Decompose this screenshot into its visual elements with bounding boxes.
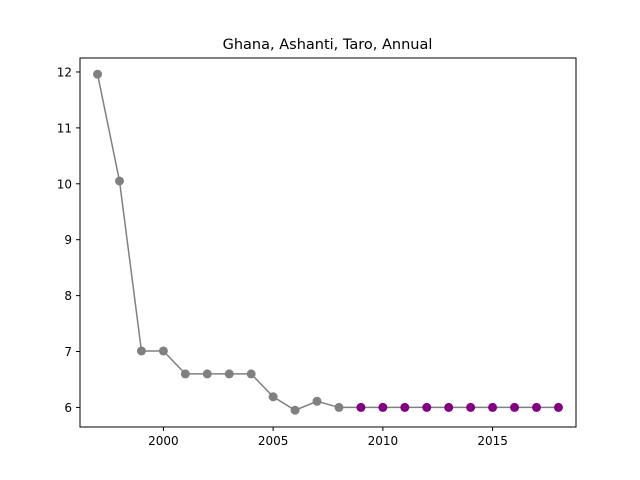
data-point-historical — [202, 369, 212, 379]
y-tick-label: 12 — [57, 65, 72, 79]
x-tick-label: 2000 — [148, 434, 179, 448]
data-point-projected — [356, 402, 366, 412]
data-point-historical — [158, 346, 168, 356]
plot-frame — [79, 57, 577, 428]
data-point-projected — [422, 402, 432, 412]
data-point-projected — [510, 402, 520, 412]
series-line — [96, 74, 559, 412]
y-tick-label: 8 — [64, 289, 72, 303]
x-tick-label: 2015 — [477, 434, 508, 448]
plot-area — [93, 69, 563, 415]
y-tick-label: 9 — [64, 233, 72, 247]
y-tick-label: 10 — [57, 177, 72, 191]
data-point-projected — [488, 402, 498, 412]
data-point-projected — [400, 402, 410, 412]
y-tick-label: 11 — [57, 121, 72, 135]
data-point-historical — [136, 346, 146, 356]
data-point-projected — [444, 402, 454, 412]
y-tick-label: 6 — [64, 401, 72, 415]
data-point-historical — [246, 369, 256, 379]
data-point-historical — [115, 176, 125, 186]
data-point-historical — [93, 69, 103, 79]
x-tick-label: 2005 — [258, 434, 289, 448]
y-tick-label: 7 — [64, 345, 72, 359]
data-point-historical — [290, 405, 300, 415]
data-point-projected — [553, 402, 563, 412]
y-axis: 6 7 8 9 10 11 12 — [57, 65, 80, 415]
data-point-historical — [312, 396, 322, 406]
x-axis: 2000 2005 2010 2015 — [148, 427, 508, 448]
data-point-projected — [378, 402, 388, 412]
x-tick-label: 2010 — [368, 434, 399, 448]
data-point-historical — [268, 392, 278, 402]
data-point-projected — [466, 402, 476, 412]
chart-title: Ghana, Ashanti, Taro, Annual — [223, 37, 433, 53]
data-point-projected — [531, 402, 541, 412]
data-point-historical — [224, 369, 234, 379]
data-point-historical — [334, 402, 344, 412]
data-point-historical — [180, 369, 190, 379]
